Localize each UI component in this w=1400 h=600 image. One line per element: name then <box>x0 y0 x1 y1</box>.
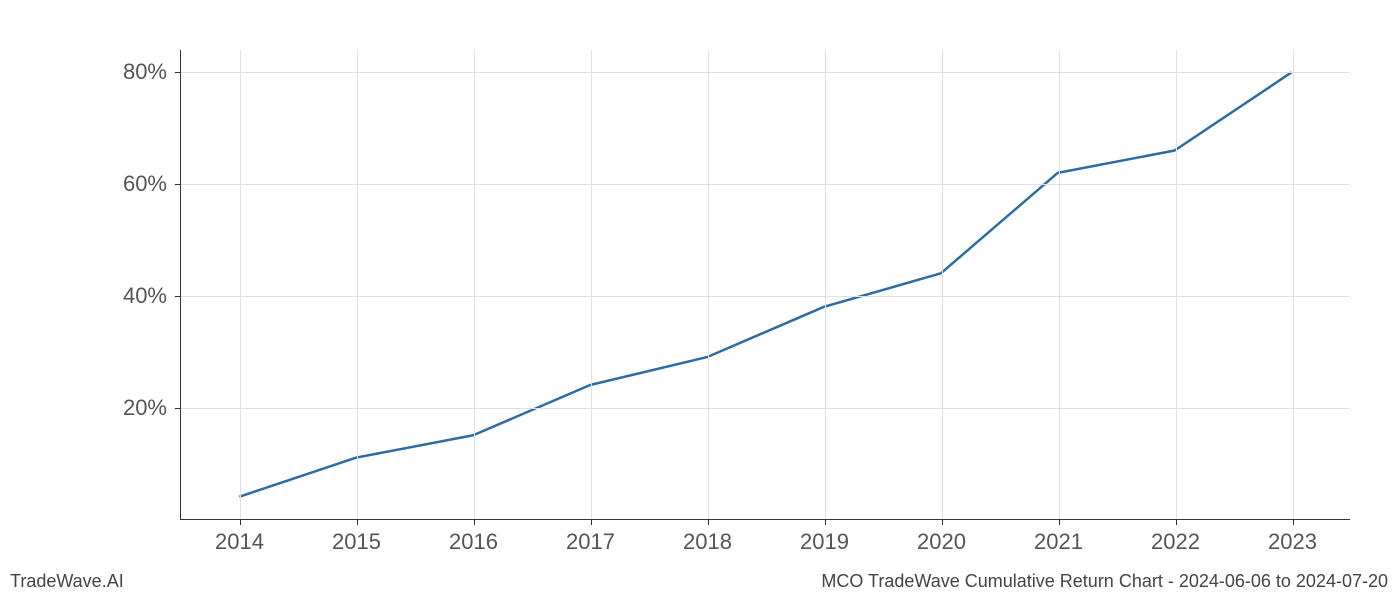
grid-line-vertical <box>357 50 358 519</box>
footer-right-caption: MCO TradeWave Cumulative Return Chart - … <box>821 571 1388 592</box>
grid-line-horizontal <box>181 408 1350 409</box>
grid-line-vertical <box>240 50 241 519</box>
x-tick-label: 2022 <box>1151 529 1200 555</box>
grid-line-vertical <box>1059 50 1060 519</box>
x-tick-label: 2015 <box>332 529 381 555</box>
grid-line-vertical <box>825 50 826 519</box>
x-tick <box>942 519 943 525</box>
y-tick <box>175 184 181 185</box>
y-tick-label: 80% <box>123 59 167 85</box>
grid-line-vertical <box>942 50 943 519</box>
x-tick-label: 2016 <box>449 529 498 555</box>
y-tick <box>175 408 181 409</box>
grid-line-vertical <box>1293 50 1294 519</box>
footer-left-branding: TradeWave.AI <box>10 571 124 592</box>
chart-container: 2014201520162017201820192020202120222023… <box>180 50 1350 520</box>
y-tick <box>175 72 181 73</box>
grid-line-vertical <box>591 50 592 519</box>
y-tick-label: 60% <box>123 171 167 197</box>
x-tick <box>1176 519 1177 525</box>
x-tick-label: 2020 <box>917 529 966 555</box>
x-tick <box>240 519 241 525</box>
x-tick <box>708 519 709 525</box>
x-tick-label: 2014 <box>215 529 264 555</box>
x-tick-label: 2023 <box>1268 529 1317 555</box>
plot-area: 2014201520162017201820192020202120222023… <box>180 50 1350 520</box>
x-tick-label: 2019 <box>800 529 849 555</box>
grid-line-horizontal <box>181 72 1350 73</box>
x-tick <box>357 519 358 525</box>
return-line <box>239 72 1291 496</box>
grid-line-vertical <box>708 50 709 519</box>
x-tick-label: 2021 <box>1034 529 1083 555</box>
x-tick <box>1293 519 1294 525</box>
grid-line-vertical <box>474 50 475 519</box>
x-tick-label: 2017 <box>566 529 615 555</box>
grid-line-vertical <box>1176 50 1177 519</box>
grid-line-horizontal <box>181 184 1350 185</box>
y-tick <box>175 296 181 297</box>
grid-line-horizontal <box>181 296 1350 297</box>
x-tick <box>1059 519 1060 525</box>
y-tick-label: 40% <box>123 283 167 309</box>
x-tick <box>474 519 475 525</box>
x-tick-label: 2018 <box>683 529 732 555</box>
x-tick <box>825 519 826 525</box>
y-tick-label: 20% <box>123 395 167 421</box>
x-tick <box>591 519 592 525</box>
